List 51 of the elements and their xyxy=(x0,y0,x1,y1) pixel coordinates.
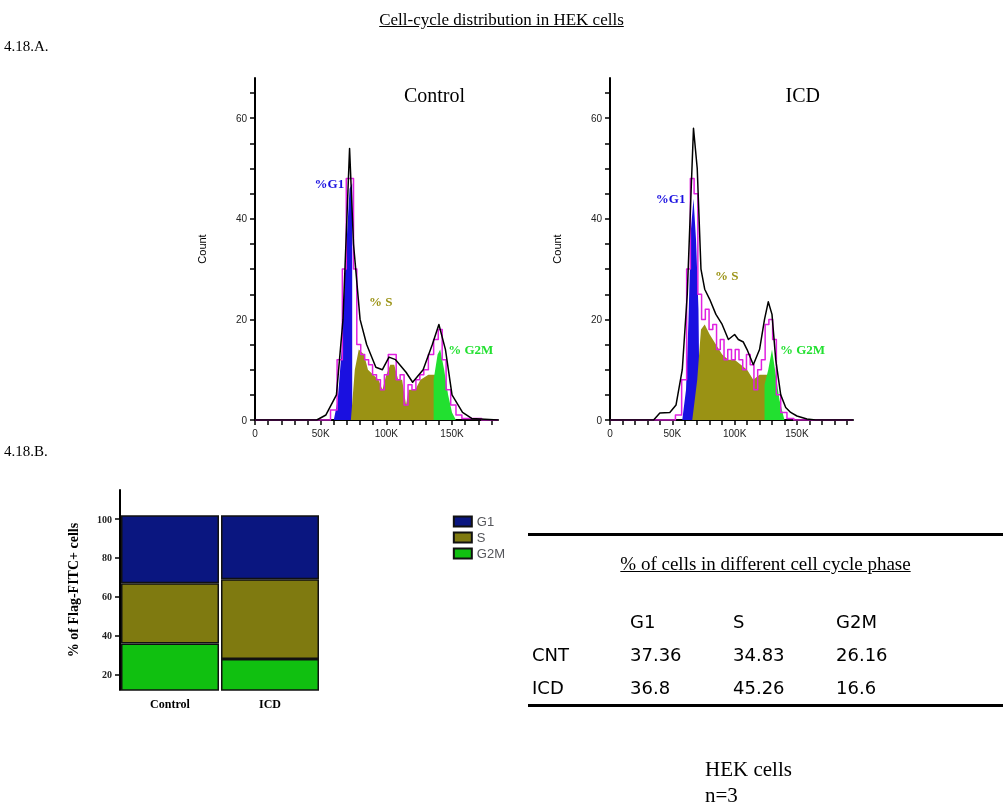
data-label: 26.16 xyxy=(835,643,889,667)
y-tick-label: 100 xyxy=(97,513,112,525)
text: % of cells in different cell cycle phase xyxy=(619,553,912,575)
text: 4.18.B. xyxy=(4,443,48,460)
text: 4.18.A. xyxy=(4,38,49,55)
y-tick-label: 0 xyxy=(596,414,603,426)
category-label: G2M xyxy=(835,610,878,634)
y-axis-title: % of Flag-FITC+ cells xyxy=(65,522,81,658)
data-label: 16.6 xyxy=(835,676,878,700)
text: % S xyxy=(714,268,739,284)
x-tick-label: 50K xyxy=(311,427,330,439)
text: Cell-cycle distribution in HEK cells xyxy=(378,10,625,30)
y-tick-label: 20 xyxy=(235,313,248,325)
y-tick-label: 0 xyxy=(241,414,248,426)
y-axis-title: Count xyxy=(195,234,208,264)
chart-title: ICD xyxy=(785,84,821,106)
y-tick-label: 20 xyxy=(590,313,603,325)
x-tick-label: 0 xyxy=(252,427,259,439)
x-tick-label: 0 xyxy=(607,427,614,439)
y-tick-label: 40 xyxy=(590,213,603,225)
data-label: 37.36 xyxy=(629,643,683,667)
text: HEK cells xyxy=(705,757,792,782)
data-label: 45.26 xyxy=(732,676,786,700)
y-tick-label: 80 xyxy=(102,552,112,564)
chart-title: Control xyxy=(403,84,466,106)
legend-label: G1 xyxy=(476,514,495,529)
y-axis-title: Count xyxy=(550,234,563,264)
data-label: 36.8 xyxy=(629,676,672,700)
text: n=3 xyxy=(705,783,738,807)
x-tick-label: 100K xyxy=(722,427,747,439)
series-label: % G2M xyxy=(780,342,826,358)
x-tick-label: 150K xyxy=(440,427,465,439)
y-tick-label: 60 xyxy=(102,591,112,603)
y-tick-label: 20 xyxy=(102,668,112,680)
y-tick-label: 40 xyxy=(102,630,112,642)
y-tick-label: 60 xyxy=(590,112,603,124)
series-label: %G1 xyxy=(655,191,686,207)
text: % S xyxy=(369,293,393,309)
y-tick-label: 60 xyxy=(235,112,248,124)
y-tick-label: 40 xyxy=(235,213,248,225)
x-tick-label: 50K xyxy=(663,427,682,439)
category-label: G1 xyxy=(629,610,657,634)
category-label: S xyxy=(732,610,746,634)
x-tick-label: 100K xyxy=(374,427,399,439)
series-label: %G1 xyxy=(314,176,345,192)
x-tick-label: 150K xyxy=(785,427,809,439)
text: CNT xyxy=(531,643,571,667)
data-label: 34.83 xyxy=(732,643,786,667)
legend-label: G2M xyxy=(476,546,505,561)
series-label: % G2M xyxy=(448,342,494,358)
legend-label: S xyxy=(476,530,486,545)
